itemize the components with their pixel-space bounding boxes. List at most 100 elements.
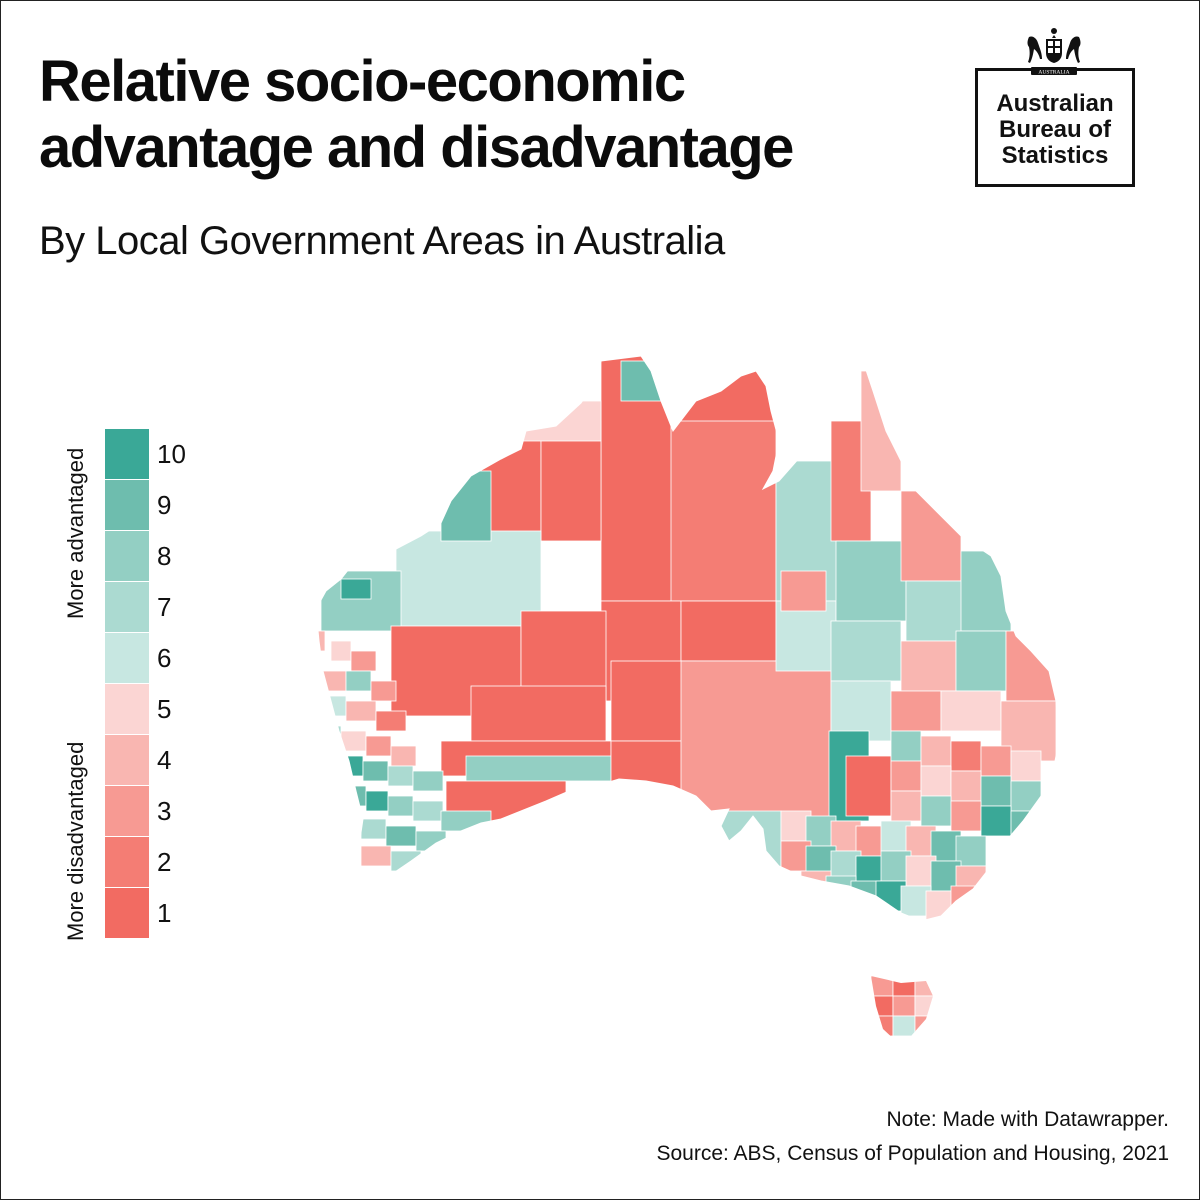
- lga-region: [950, 800, 982, 832]
- lga-region: [680, 600, 777, 662]
- lga-region: [920, 765, 952, 797]
- lga-region: [780, 570, 827, 612]
- lga-region: [890, 760, 922, 792]
- lga-region-tas: [892, 976, 916, 997]
- lga-region: [1010, 750, 1042, 782]
- lga-region: [385, 825, 417, 847]
- logo-line-1: Australian: [996, 90, 1114, 117]
- lga-region: [390, 850, 422, 872]
- page-title: Relative socio-economic advantage and di…: [39, 49, 939, 181]
- lga-region: [835, 540, 907, 622]
- lga-region: [825, 875, 857, 907]
- lga-region: [800, 870, 832, 902]
- lga-region: [980, 805, 1012, 837]
- legend-value-4: 4: [157, 745, 172, 775]
- legend-swatch-4: [105, 735, 149, 785]
- lga-region-tas: [914, 976, 933, 997]
- lga-region: [412, 800, 444, 822]
- lga-region: [950, 770, 982, 802]
- lga-region: [955, 630, 1007, 692]
- lga-region: [1010, 780, 1042, 812]
- legend-value-5: 5: [157, 694, 172, 724]
- lga-region-tas: [892, 995, 916, 1017]
- legend-swatch-1: [105, 888, 149, 938]
- lga-region: [980, 775, 1012, 807]
- coat-of-arms-icon: AUSTRALIA: [1027, 28, 1081, 76]
- legend-value-7: 7: [157, 592, 172, 622]
- legend-label-advantaged: More advantaged: [63, 447, 88, 619]
- lga-region: [375, 710, 407, 732]
- lga-region: [440, 810, 492, 832]
- lga-region: [330, 640, 352, 662]
- lga-region: [340, 578, 372, 600]
- source-text: Source: ABS, Census of Population and Ho…: [656, 1142, 1169, 1165]
- legend-swatch-9: [105, 480, 149, 530]
- lga-region: [412, 770, 444, 792]
- lga-region: [330, 810, 362, 832]
- lga-region: [390, 745, 417, 767]
- lga-region: [890, 730, 922, 762]
- lga-region: [387, 765, 414, 787]
- lga-region: [362, 760, 389, 782]
- lga-region: [320, 780, 347, 802]
- lga-region-tas: [871, 995, 894, 1017]
- lga-region: [830, 620, 902, 682]
- logo-wordmark: Australian Bureau of Statistics: [975, 91, 1135, 169]
- lga-region: [342, 755, 364, 777]
- lga-region: [900, 490, 962, 582]
- lga-region: [365, 735, 392, 757]
- legend-value-1: 1: [157, 898, 172, 928]
- crest-text: AUSTRALIA: [1038, 70, 1069, 76]
- legend-swatch-3: [105, 786, 149, 836]
- legend-label-disadvantaged: More disadvantaged: [63, 741, 88, 941]
- logo-line-3: Statistics: [1001, 142, 1109, 169]
- legend-value-9: 9: [157, 490, 172, 520]
- legend-swatch-10: [105, 429, 149, 479]
- lga-region: [620, 360, 662, 402]
- lga-region: [670, 420, 777, 602]
- lga-region: [775, 600, 837, 672]
- legend-value-10: 10: [157, 439, 186, 469]
- note-text: Note: Made with Datawrapper.: [886, 1108, 1169, 1131]
- page-subtitle: By Local Government Areas in Australia: [39, 219, 725, 263]
- legend-value-3: 3: [157, 796, 172, 826]
- lga-region: [360, 845, 392, 867]
- footnotes: Note: Made with Datawrapper. Source: ABS…: [656, 1103, 1169, 1171]
- lga-region: [500, 400, 602, 442]
- mainland-outline: [315, 349, 1060, 922]
- legend-swatch-8: [105, 531, 149, 581]
- legend-swatch-5: [105, 684, 149, 734]
- title-line-1: Relative socio-economic: [39, 49, 686, 114]
- lga-region-tas: [914, 995, 933, 1017]
- legend-swatch-6: [105, 633, 149, 683]
- legend-value-2: 2: [157, 847, 172, 877]
- lga-region: [700, 810, 782, 872]
- lga-region: [320, 750, 344, 772]
- lga-region-tas: [871, 1015, 894, 1037]
- lga-region: [845, 755, 892, 817]
- australia-lga-map: [315, 349, 1060, 1037]
- lga-region: [345, 670, 372, 692]
- lga-region: [1005, 630, 1057, 702]
- lga-region-tas: [871, 976, 894, 997]
- lga-region: [900, 640, 957, 692]
- legend-swatch-7: [105, 582, 149, 632]
- title-line-2: advantage and disadvantage: [39, 115, 794, 180]
- lga-region: [360, 818, 387, 840]
- lga-region-tas: [914, 1015, 933, 1037]
- lga-region: [980, 745, 1012, 777]
- legend: More advantaged More disadvantaged 10 9 8 7…: [61, 429, 221, 949]
- lga-region: [1010, 810, 1042, 842]
- lga-region: [920, 795, 952, 827]
- lga-region: [345, 700, 377, 722]
- lga-region: [320, 695, 347, 717]
- lga-region: [395, 530, 542, 627]
- legend-value-6: 6: [157, 643, 172, 673]
- logo-line-2: Bureau of: [998, 116, 1111, 143]
- abs-logo: AUSTRALIA Australian Bureau of Statistic…: [975, 23, 1135, 187]
- lga-region: [387, 795, 414, 817]
- lga-region: [940, 690, 1002, 732]
- lga-region: [890, 690, 942, 732]
- legend-value-8: 8: [157, 541, 172, 571]
